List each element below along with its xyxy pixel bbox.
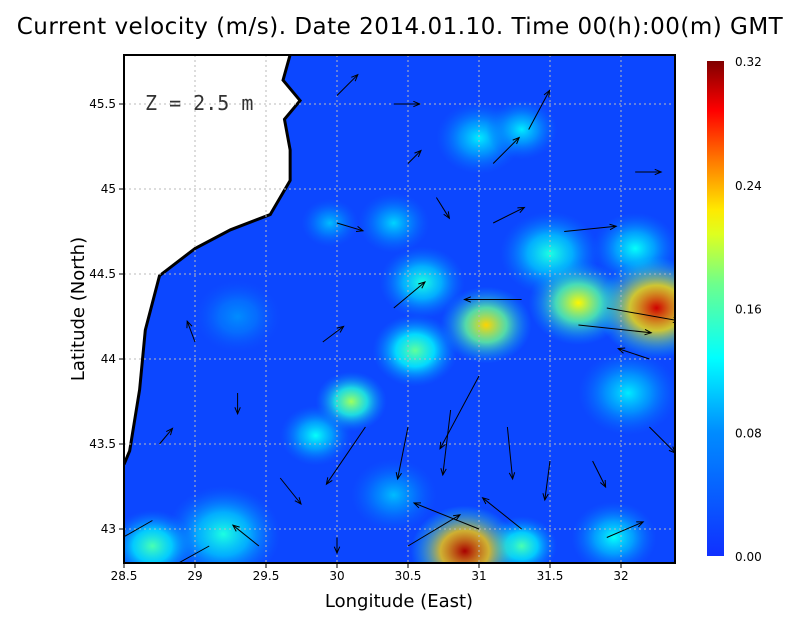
speed-hotspot: [440, 286, 532, 364]
x-tick-label: 31.5: [537, 569, 564, 583]
velocity-arrow: [325, 426, 366, 486]
plot-frame: [123, 54, 676, 564]
velocity-arrow: [435, 197, 451, 220]
speed-hotspot: [358, 193, 430, 253]
x-tick-label: 28.5: [111, 569, 138, 583]
velocity-arrow: [412, 502, 480, 530]
velocity-arrow: [336, 73, 359, 96]
coastline: [124, 55, 303, 465]
velocity-arrow: [124, 520, 153, 538]
x-tick-label: 29.5: [253, 569, 280, 583]
velocity-arrow: [177, 545, 210, 563]
velocity-arrow: [407, 149, 422, 164]
velocity-arrow: [322, 325, 345, 343]
velocity-arrow: [336, 222, 365, 233]
velocity-arrow: [616, 347, 650, 360]
y-tick-label: 45.5: [89, 97, 116, 111]
speed-hotspot: [301, 199, 359, 247]
colorbar-tick-label: 0.16: [735, 303, 762, 317]
speed-hotspot: [596, 257, 675, 359]
velocity-arrow: [492, 206, 526, 224]
plot-area: [124, 55, 675, 563]
speed-hotspot: [195, 280, 281, 353]
velocity-arrow: [649, 426, 675, 454]
speed-hotspot: [486, 99, 558, 160]
x-tick-label: 31: [471, 569, 486, 583]
velocity-arrow: [234, 393, 241, 416]
y-axis-label: Latitude (North): [68, 237, 89, 381]
velocity-arrow: [542, 460, 551, 502]
colorbar-tick-label: 0.24: [735, 179, 762, 193]
y-tick-label: 44: [101, 352, 116, 366]
velocity-arrow: [606, 307, 675, 324]
colorbar-tick-label: 0.00: [735, 550, 762, 564]
velocity-arrow: [578, 324, 653, 336]
colorbar-tick-label: 0.08: [735, 426, 762, 440]
depth-annotation: Z = 2.5 m: [145, 91, 253, 115]
velocity-arrow: [439, 375, 480, 450]
velocity-arrow: [159, 427, 174, 445]
velocity-arrow: [592, 460, 607, 489]
speed-hotspot: [315, 371, 387, 432]
velocity-arrow: [564, 223, 618, 232]
y-axis: 43 43.5 44 44.5 45 45.5: [89, 97, 124, 536]
velocity-arrow: [606, 521, 645, 538]
colorbar-ticks: 0.00 0.08 0.16 0.24 0.32: [735, 55, 762, 564]
colorbar-tick-label: 0.32: [735, 55, 762, 69]
speed-hotspot: [410, 505, 519, 563]
velocity-arrow: [492, 136, 521, 164]
speed-hotspot: [372, 314, 458, 387]
x-tick-label: 29: [187, 569, 202, 583]
velocity-arrow: [186, 319, 196, 343]
velocity-arrow: [407, 514, 462, 547]
speed-hotspot: [351, 459, 437, 531]
speed-hotspot: [124, 510, 195, 563]
y-tick-label: 44.5: [89, 267, 116, 281]
velocity-arrow: [506, 426, 516, 481]
colorbar: [707, 61, 724, 556]
y-tick-label: 43.5: [89, 437, 116, 451]
x-tick-label: 30.5: [395, 569, 422, 583]
speed-hotspot: [578, 351, 675, 435]
velocity-arrow: [333, 537, 341, 555]
y-tick-label: 43: [101, 522, 116, 536]
x-axis-label: Longitude (East): [325, 591, 473, 612]
velocity-arrow: [463, 296, 522, 303]
chart-title: Current velocity (m/s). Date 2014.01.10.…: [16, 14, 784, 40]
velocity-arrow: [440, 409, 452, 477]
velocity-vectors: [124, 73, 675, 563]
velocity-arrow: [279, 477, 302, 506]
velocity-arrow: [231, 524, 260, 547]
x-tick-label: 30: [329, 569, 344, 583]
speed-hotspot: [571, 501, 657, 563]
x-tick-label: 32: [613, 569, 628, 583]
land-mask: [124, 55, 301, 465]
velocity-arrow: [481, 496, 522, 530]
velocity-arrow: [528, 89, 551, 130]
velocity-arrow: [395, 426, 409, 481]
velocity-arrow: [393, 100, 422, 108]
velocity-arrow: [635, 168, 663, 176]
y-tick-label: 45: [101, 182, 116, 196]
x-axis: 28.5 29 29.5 30 30.5 31 31.5 32: [111, 563, 629, 583]
velocity-arrow: [393, 281, 426, 309]
